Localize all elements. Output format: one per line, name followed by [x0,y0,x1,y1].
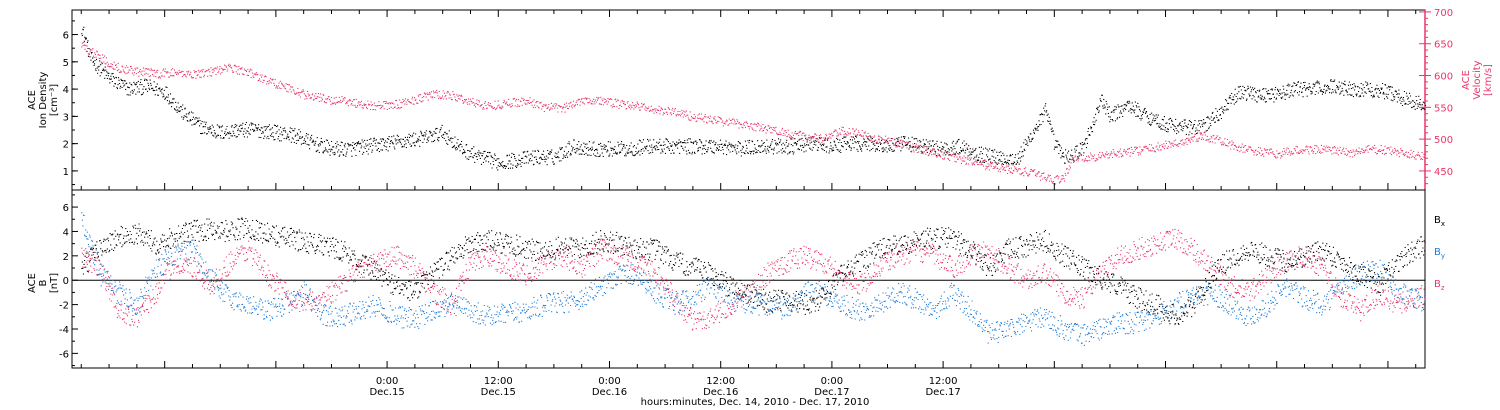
density-tick-label-4: 5 [63,58,69,69]
legend-By: By [1434,247,1445,260]
x-tick-time-1: 12:00 [484,376,513,387]
x-tick-time-2: 0:00 [598,376,620,387]
velocity-points [81,41,1426,185]
x-tick-date-5: Dec.17 [925,387,960,398]
legend-Bz-subscript: z [1441,284,1445,292]
legend-By-subscript: y [1441,252,1445,260]
time-axis: 0:00Dec.1512:00Dec.150:00Dec.1612:00Dec.… [80,10,1417,398]
series-By-points [81,212,1426,346]
velocity-axis-label-line-1: Velocity [1472,60,1483,99]
b-tick-label-6: 6 [63,203,69,214]
density-axis-label-line-2: [cm⁻³] [49,84,60,116]
x-tick-date-1: Dec.15 [481,387,516,398]
density-tick-label-5: 6 [63,31,69,42]
density-axis-label-line-1: Ion Density [38,72,49,129]
legend-Bx-subscript: x [1441,220,1445,228]
velocity-tick-label-0: 450 [1434,167,1453,178]
density-tick-label-2: 3 [63,112,69,123]
velocity-tick-label-1: 500 [1434,135,1453,146]
b-tick-label-2: -2 [59,301,69,312]
density-tick-label-3: 4 [63,85,69,96]
density-tick-label-1: 2 [63,140,69,151]
b-axis-label-line-2: [nT] [49,273,60,293]
velocity-tick-label-5: 700 [1434,8,1453,19]
b-tick-label-5: 4 [63,227,69,238]
x-tick-date-0: Dec.15 [369,387,404,398]
x-tick-time-0: 0:00 [376,376,398,387]
density-axis-label-line-0: ACE [27,90,38,110]
legend-Bz: Bz [1434,279,1445,292]
series-Bx-points [81,217,1426,325]
velocity-axis-label-line-0: ACE [1461,70,1472,90]
b-axis-label-line-0: ACE [27,273,38,293]
density-points [81,26,1426,171]
x-axis-title: hours:minutes, Dec. 14, 2010 - Dec. 17, … [641,397,870,408]
x-tick-date-4: Dec.17 [814,387,849,398]
b-tick-label-3: 0 [63,276,69,287]
density-tick-label-0: 1 [63,167,69,178]
x-tick-time-5: 12:00 [929,376,958,387]
velocity-axis-label-line-2: [km/s] [1483,64,1494,96]
velocity-axis-label: ACE Velocity [km/s] [1461,60,1494,99]
b-tick-label-4: 2 [63,252,69,263]
b-tick-label-0: -6 [59,349,69,360]
x-tick-date-3: Dec.16 [703,387,738,398]
x-tick-time-3: 12:00 [706,376,735,387]
density-axis-label: ACE Ion Density [cm⁻³] [27,72,60,129]
x-tick-time-4: 0:00 [821,376,843,387]
b-axis-label: ACE B [nT] [27,273,60,293]
velocity-tick-label-3: 600 [1434,72,1453,83]
bottom-panel-frame [71,189,1426,369]
top-panel-frame [71,9,1426,191]
velocity-tick-label-2: 550 [1434,103,1453,114]
velocity-tick-label-4: 650 [1434,40,1453,51]
series-Bz-points [81,228,1426,331]
legend-Bx: Bx [1434,215,1445,228]
b-tick-label-1: -4 [59,325,69,336]
x-tick-date-2: Dec.16 [592,387,627,398]
b-axis-label-line-1: B [38,279,49,286]
